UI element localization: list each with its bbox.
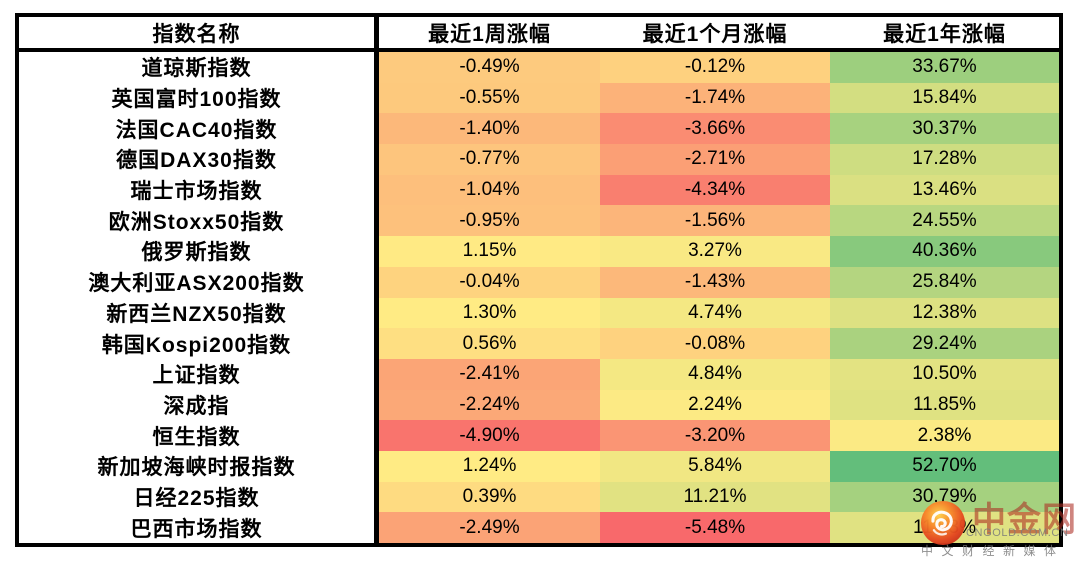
index-name-cell: 日经225指数	[19, 481, 379, 513]
year-change-cell: 17.28%	[830, 144, 1059, 175]
year-change-cell: 12.38%	[830, 297, 1059, 329]
month-change-cell: -1.56%	[600, 205, 830, 237]
table-row: 恒生指数 -4.90% -3.20% 2.38%	[19, 420, 1059, 451]
week-change-cell: 1.24%	[379, 450, 600, 482]
month-change-cell: -0.08%	[600, 328, 830, 359]
year-change-cell: 25.84%	[830, 266, 1059, 298]
table-row: 新西兰NZX50指数 1.30% 4.74% 12.38%	[19, 297, 1059, 329]
month-change-cell: -3.20%	[600, 420, 830, 451]
month-change-cell: -4.34%	[600, 174, 830, 206]
month-change-cell: 2.24%	[600, 389, 830, 421]
year-change-cell: 30.37%	[830, 113, 1059, 145]
table-row: 瑞士市场指数 -1.04% -4.34% 13.46%	[19, 174, 1059, 206]
week-change-cell: -1.04%	[379, 174, 600, 206]
year-change-cell: 15.84%	[830, 82, 1059, 114]
month-change-cell: -0.12%	[600, 52, 830, 83]
index-name-cell: 欧洲Stoxx50指数	[19, 205, 379, 237]
column-header-index-name: 指数名称	[19, 17, 379, 48]
index-name-cell: 巴西市场指数	[19, 512, 379, 543]
year-change-cell: 40.36%	[830, 236, 1059, 267]
week-change-cell: 0.39%	[379, 481, 600, 513]
table-row: 日经225指数 0.39% 11.21% 30.79%	[19, 481, 1059, 513]
year-change-cell: 30.79%	[830, 481, 1059, 513]
week-change-cell: -0.49%	[379, 52, 600, 83]
index-name-cell: 新西兰NZX50指数	[19, 297, 379, 329]
week-change-cell: -2.49%	[379, 512, 600, 543]
week-change-cell: 1.15%	[379, 236, 600, 267]
month-change-cell: -3.66%	[600, 113, 830, 145]
table-row: 新加坡海峡时报指数 1.24% 5.84% 52.70%	[19, 450, 1059, 482]
column-header-month-change: 最近1个月涨幅	[642, 22, 788, 46]
year-change-cell: 10.50%	[830, 358, 1059, 390]
week-change-cell: -1.40%	[379, 113, 600, 145]
year-change-cell: 13.46%	[830, 174, 1059, 206]
month-change-cell: -5.48%	[600, 512, 830, 543]
week-change-cell: 1.30%	[379, 297, 600, 329]
index-name-cell: 道琼斯指数	[19, 52, 379, 83]
index-name-cell: 澳大利亚ASX200指数	[19, 266, 379, 298]
week-change-cell: 0.56%	[379, 328, 600, 359]
week-change-cell: -0.95%	[379, 205, 600, 237]
index-name-cell: 上证指数	[19, 358, 379, 390]
year-change-cell: 24.55%	[830, 205, 1059, 237]
week-change-cell: -0.55%	[379, 82, 600, 114]
month-change-cell: -2.71%	[600, 144, 830, 175]
month-change-cell: 4.74%	[600, 297, 830, 329]
index-name-cell: 恒生指数	[19, 420, 379, 451]
column-header-week-change: 最近1周涨幅	[428, 22, 551, 46]
index-name-cell: 韩国Kospi200指数	[19, 328, 379, 359]
week-change-cell: -2.24%	[379, 389, 600, 421]
year-change-cell: 2.38%	[830, 420, 1059, 451]
table-row: 韩国Kospi200指数 0.56% -0.08% 29.24%	[19, 328, 1059, 359]
index-name-cell: 英国富时100指数	[19, 82, 379, 114]
table-body: 道琼斯指数 -0.49% -0.12% 33.67% 英国富时100指数 -0.55% -1…	[19, 52, 1059, 543]
table-row: 欧洲Stoxx50指数 -0.95% -1.56% 24.55%	[19, 205, 1059, 237]
week-change-cell: -0.77%	[379, 144, 600, 175]
month-change-cell: -1.43%	[600, 266, 830, 298]
year-change-cell: 33.67%	[830, 52, 1059, 83]
table-row: 上证指数 -2.41% 4.84% 10.50%	[19, 358, 1059, 390]
table-row: 法国CAC40指数 -1.40% -3.66% 30.37%	[19, 113, 1059, 145]
index-name-cell: 俄罗斯指数	[19, 236, 379, 267]
month-change-cell: 4.84%	[600, 358, 830, 390]
table-row: 深成指 -2.24% 2.24% 11.85%	[19, 389, 1059, 421]
index-performance-table: 指数名称 最近1周涨幅 最近1个月涨幅 最近1年涨幅 道琼斯指数 -0.49% -0…	[15, 13, 1063, 547]
table-row: 俄罗斯指数 1.15% 3.27% 40.36%	[19, 236, 1059, 267]
index-name-cell: 法国CAC40指数	[19, 113, 379, 145]
table-header-row: 指数名称 最近1周涨幅 最近1个月涨幅 最近1年涨幅	[19, 17, 1059, 52]
table-row: 澳大利亚ASX200指数 -0.04% -1.43% 25.84%	[19, 266, 1059, 298]
table-row: 道琼斯指数 -0.49% -0.12% 33.67%	[19, 52, 1059, 83]
month-change-cell: 5.84%	[600, 450, 830, 482]
week-change-cell: -0.04%	[379, 266, 600, 298]
week-change-cell: -4.90%	[379, 420, 600, 451]
year-change-cell: 11.85%	[830, 389, 1059, 421]
year-change-cell: 29.24%	[830, 328, 1059, 359]
table-row: 巴西市场指数 -2.49% -5.48% 11.53%	[19, 512, 1059, 543]
table-row: 德国DAX30指数 -0.77% -2.71% 17.28%	[19, 144, 1059, 175]
index-name-cell: 新加坡海峡时报指数	[19, 450, 379, 482]
month-change-cell: 3.27%	[600, 236, 830, 267]
index-name-cell: 瑞士市场指数	[19, 174, 379, 206]
month-change-cell: -1.74%	[600, 82, 830, 114]
table-row: 英国富时100指数 -0.55% -1.74% 15.84%	[19, 82, 1059, 114]
year-change-cell: 52.70%	[830, 450, 1059, 482]
year-change-cell: 11.53%	[830, 512, 1059, 543]
column-header-year-change: 最近1年涨幅	[883, 22, 1006, 46]
week-change-cell: -2.41%	[379, 358, 600, 390]
index-name-cell: 深成指	[19, 389, 379, 421]
index-name-cell: 德国DAX30指数	[19, 144, 379, 175]
month-change-cell: 11.21%	[600, 481, 830, 513]
